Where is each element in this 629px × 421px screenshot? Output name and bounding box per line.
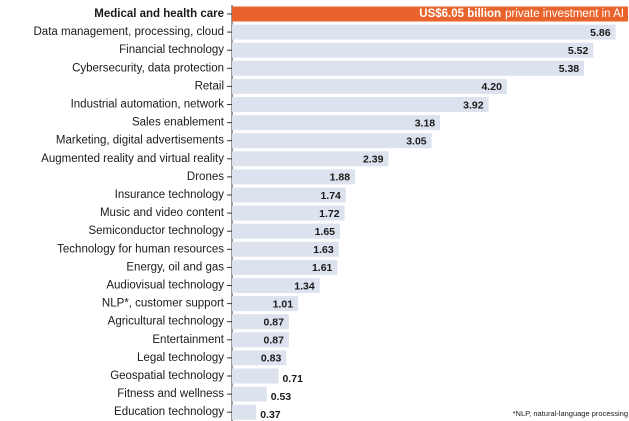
value-label: 0.83 bbox=[261, 353, 282, 365]
value-label: 3.18 bbox=[415, 117, 436, 129]
bar bbox=[232, 278, 320, 293]
category-label: Marketing, digital advertisements bbox=[56, 135, 224, 147]
category-label: Technology for human resources bbox=[57, 243, 224, 255]
value-label: 2.39 bbox=[363, 154, 384, 166]
value-label: 0.37 bbox=[260, 409, 281, 421]
bar bbox=[232, 187, 346, 203]
value-label: 1.01 bbox=[273, 298, 294, 310]
category-label: Geospatial technology bbox=[110, 370, 224, 382]
category-label: Augmented reality and virtual reality bbox=[41, 153, 224, 165]
bar bbox=[232, 133, 432, 149]
bar bbox=[232, 97, 489, 112]
category-label: Education technology bbox=[114, 406, 224, 418]
bar bbox=[232, 115, 441, 131]
value-label: 1.34 bbox=[294, 280, 315, 292]
bar bbox=[232, 296, 299, 312]
category-label: Energy, oil and gas bbox=[126, 261, 224, 273]
bar bbox=[232, 241, 339, 257]
category-label: Audiovisual technology bbox=[106, 280, 224, 292]
value-label: 1.74 bbox=[320, 190, 341, 202]
category-label: Medical and health care bbox=[94, 8, 224, 20]
category-label: Industrial automation, network bbox=[71, 99, 225, 111]
value-label: 0.87 bbox=[264, 316, 285, 328]
value-label: 0.71 bbox=[282, 373, 303, 385]
bar bbox=[232, 205, 345, 221]
bar bbox=[232, 42, 594, 58]
category-label: Drones bbox=[187, 171, 224, 183]
bar bbox=[232, 151, 389, 167]
value-label: 5.86 bbox=[590, 27, 611, 39]
bar bbox=[232, 314, 289, 330]
annotation: private investment in AI bbox=[505, 8, 624, 20]
bar bbox=[232, 332, 289, 348]
value-label: 1.65 bbox=[315, 226, 336, 238]
category-label: Financial technology bbox=[119, 44, 224, 56]
value-label: 1.61 bbox=[312, 262, 333, 274]
value-label: 0.87 bbox=[264, 335, 285, 347]
value-label: 4.20 bbox=[481, 81, 502, 93]
bar bbox=[232, 78, 507, 94]
value-label: 1.88 bbox=[330, 172, 351, 184]
category-label: Cybersecurity, data protection bbox=[72, 62, 224, 74]
bar bbox=[232, 350, 287, 366]
bar bbox=[232, 368, 279, 384]
category-label: Music and video content bbox=[100, 207, 225, 219]
value-label: 1.63 bbox=[313, 244, 334, 256]
value-label: 3.92 bbox=[463, 99, 484, 111]
value-label: 5.52 bbox=[568, 45, 589, 57]
category-label: Entertainment bbox=[152, 334, 224, 346]
bar bbox=[232, 404, 257, 420]
category-label: NLP*, customer support bbox=[102, 298, 225, 310]
category-label: Semiconductor technology bbox=[88, 225, 224, 237]
bar bbox=[232, 6, 628, 22]
category-label: Data management, processing, cloud bbox=[34, 26, 225, 38]
category-label: Agricultural technology bbox=[108, 316, 225, 328]
bar bbox=[232, 223, 340, 239]
category-label: Fitness and wellness bbox=[117, 388, 224, 400]
value-label: US$6.05 billion bbox=[419, 8, 501, 20]
value-label: 1.72 bbox=[319, 208, 340, 220]
category-label: Legal technology bbox=[137, 352, 224, 364]
category-label: Insurance technology bbox=[115, 189, 225, 201]
bar bbox=[232, 24, 616, 40]
bar-annotation: US$6.05 billion private investment in AI bbox=[419, 8, 624, 20]
value-label: 3.05 bbox=[406, 135, 427, 147]
bar bbox=[232, 60, 585, 76]
bar bbox=[232, 386, 267, 402]
bar bbox=[232, 169, 356, 185]
value-label: 0.53 bbox=[271, 391, 292, 403]
value-label: 5.38 bbox=[559, 63, 580, 75]
category-label: Sales enablement bbox=[132, 117, 225, 129]
category-label: Retail bbox=[195, 80, 224, 92]
footnote: *NLP, natural-language processing bbox=[513, 409, 628, 418]
bar bbox=[232, 259, 338, 275]
